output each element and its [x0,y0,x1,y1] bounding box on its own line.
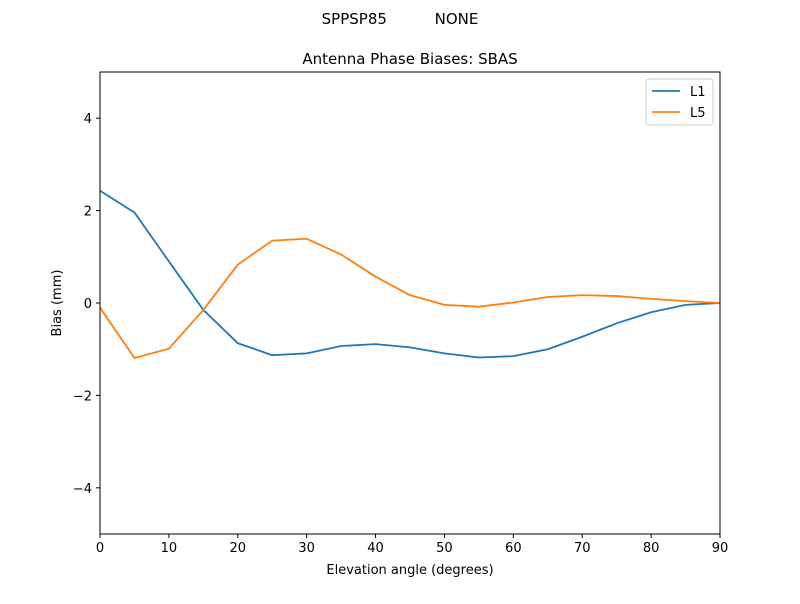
x-tick-label: 20 [230,541,247,556]
y-axis-label: Bias (mm) [50,270,65,337]
legend-label-l5: L5 [690,106,706,121]
x-tick-label: 10 [161,541,178,556]
figure-suptitle: SPPSP85 NONE [322,10,479,28]
plot-area-frame [99,71,721,535]
y-tick-label: −2 [73,389,92,404]
x-tick-label: 70 [574,541,591,556]
y-tick-label: −4 [73,482,92,497]
x-tick-label: 80 [643,541,660,556]
x-axis-label: Elevation angle (degrees) [326,563,493,578]
x-tick-label: 90 [712,541,729,556]
x-tick-label: 30 [298,541,315,556]
y-tick-label: 0 [84,297,92,312]
x-tick-label: 60 [505,541,522,556]
x-tick-label: 0 [96,541,104,556]
y-tick-label: 2 [84,205,92,220]
y-tick-label: 4 [84,112,92,127]
x-tick-label: 40 [367,541,384,556]
chart-title: Antenna Phase Biases: SBAS [302,50,517,68]
x-tick-label: 50 [436,541,453,556]
series-line-l1 [99,189,721,359]
legend-label-l1: L1 [690,85,706,100]
series-line-l5 [99,237,721,360]
